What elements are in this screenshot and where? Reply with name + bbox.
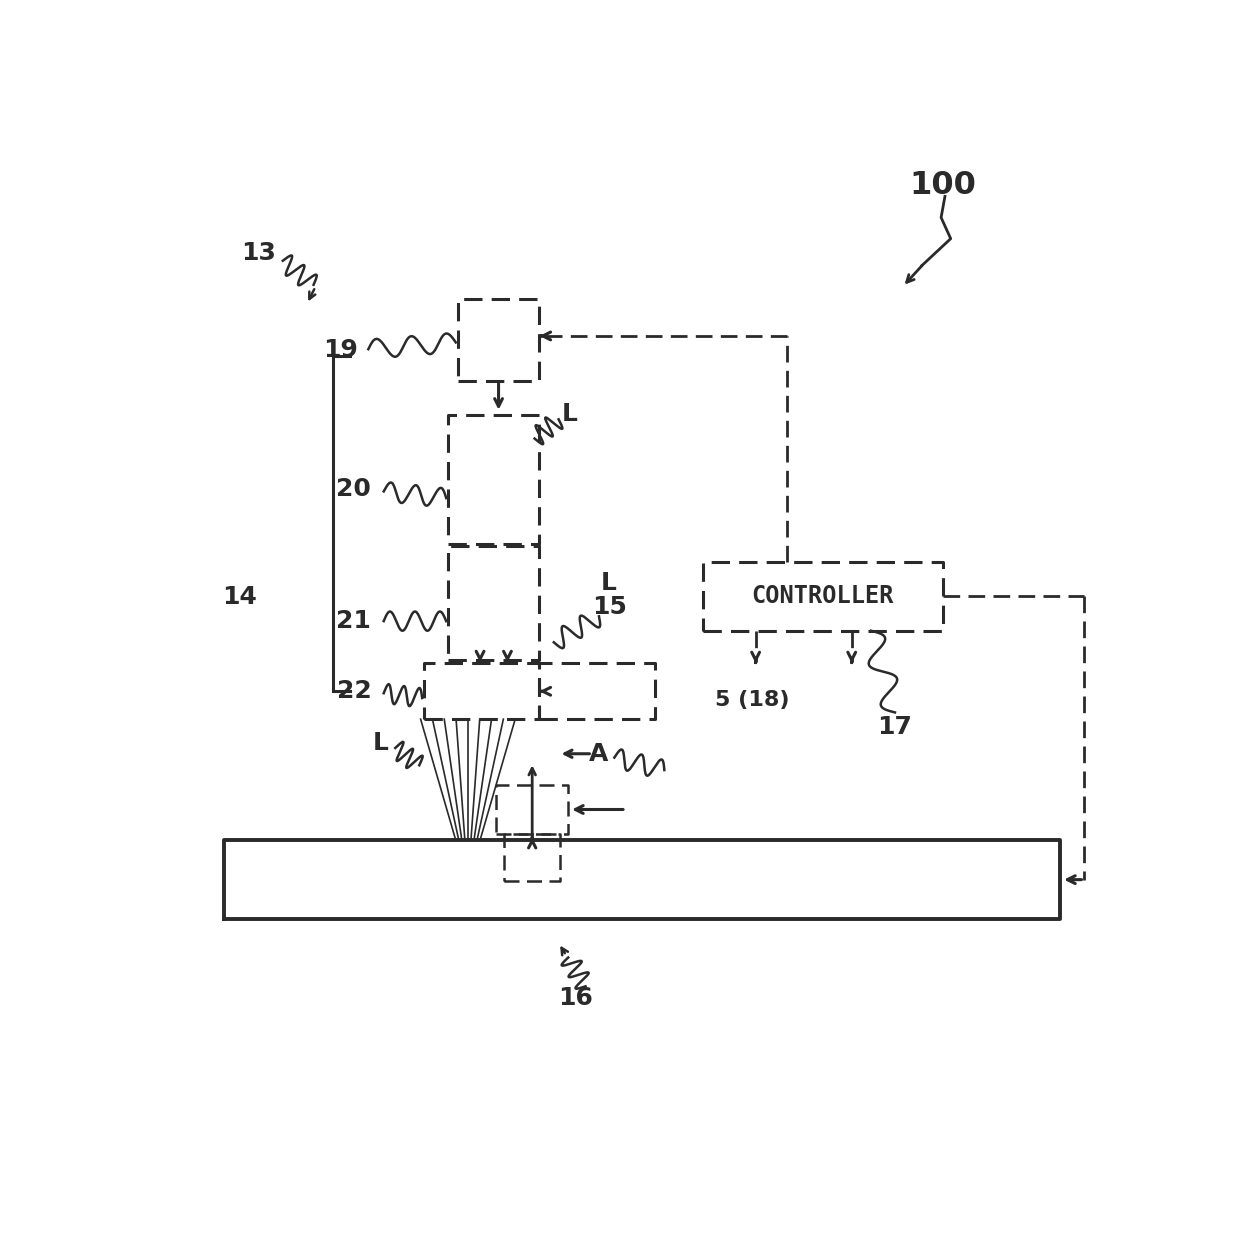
Text: A: A — [589, 742, 609, 766]
Text: CONTROLLER: CONTROLLER — [751, 585, 894, 608]
Text: 13: 13 — [242, 241, 277, 265]
Text: L: L — [373, 731, 389, 756]
Text: 100: 100 — [910, 170, 976, 201]
Text: 17: 17 — [878, 714, 913, 739]
Text: 21: 21 — [336, 610, 371, 633]
Text: 20: 20 — [336, 477, 371, 502]
Text: L: L — [600, 571, 616, 595]
Text: 16: 16 — [558, 985, 594, 1010]
Text: 14: 14 — [222, 585, 257, 610]
Text: L: L — [562, 402, 578, 426]
Text: 22: 22 — [336, 679, 371, 703]
Text: 19: 19 — [324, 338, 358, 362]
Text: 5 (18): 5 (18) — [715, 689, 790, 709]
Text: 15: 15 — [593, 595, 627, 618]
